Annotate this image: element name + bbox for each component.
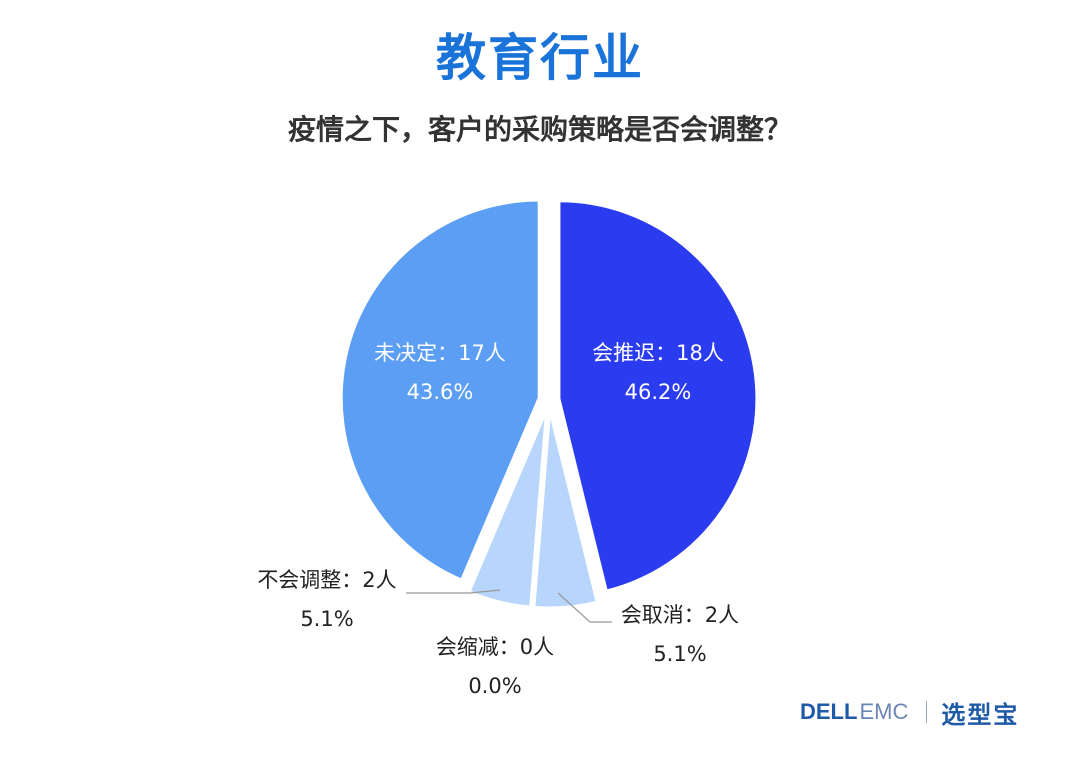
- xuanxingbao-logo-text: 选型宝: [941, 701, 1020, 729]
- slice-percent-label: 5.1%: [653, 642, 706, 666]
- pie-slice: [557, 199, 759, 593]
- pie-slice: [467, 409, 549, 609]
- leader-line: [406, 589, 501, 594]
- dell-logo-text: DELL: [800, 699, 858, 724]
- slice-percent-label: 0.0%: [468, 674, 521, 698]
- pie-slice: [532, 409, 600, 610]
- slice-label: 未决定：17人: [374, 341, 506, 365]
- slice-label: 不会调整：2人: [257, 568, 396, 592]
- chart-subtitle: 疫情之下，客户的采购策略是否会调整？: [287, 113, 792, 146]
- slice-label: 会取消：2人: [621, 603, 739, 627]
- slice-percent-label: 46.2%: [625, 380, 692, 404]
- pie-slice: [339, 198, 541, 583]
- brand-logo: DELL EMC 选型宝: [800, 694, 1019, 730]
- slice-percent-label: 5.1%: [300, 607, 353, 631]
- slice-percent-label: 43.6%: [407, 380, 474, 404]
- slice-label: 会缩减：0人: [436, 635, 554, 659]
- slice-label: 会推迟：18人: [592, 341, 724, 365]
- brand-divider: [926, 701, 928, 723]
- emc-logo-text: EMC: [859, 699, 909, 724]
- page-title: 教育行业: [436, 29, 644, 87]
- leader-line: [557, 592, 612, 623]
